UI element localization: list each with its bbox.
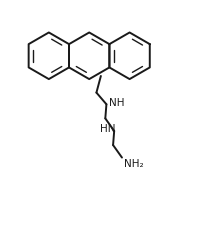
Text: HN: HN xyxy=(100,124,115,134)
Text: NH₂: NH₂ xyxy=(124,159,144,169)
Text: NH: NH xyxy=(109,98,124,108)
